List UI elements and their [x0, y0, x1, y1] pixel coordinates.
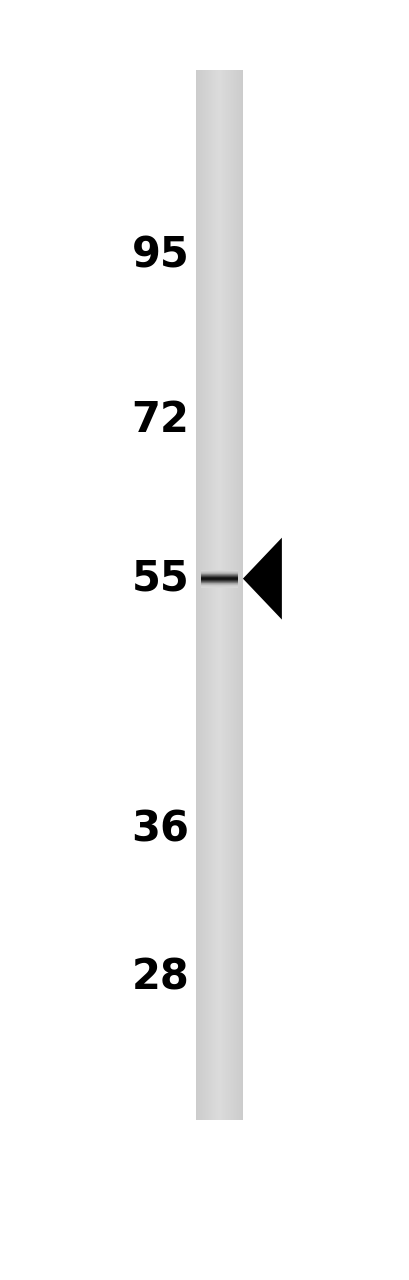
- Bar: [237, 70, 238, 1120]
- Bar: [207, 70, 208, 1120]
- Bar: [196, 70, 197, 1120]
- Text: 28: 28: [131, 956, 189, 998]
- Bar: [213, 70, 214, 1120]
- Bar: [200, 70, 201, 1120]
- Bar: [234, 70, 235, 1120]
- Bar: [216, 70, 217, 1120]
- Bar: [227, 70, 228, 1120]
- Bar: [219, 70, 220, 1120]
- Bar: [221, 70, 222, 1120]
- Bar: [204, 70, 205, 1120]
- Bar: [205, 70, 206, 1120]
- Bar: [228, 70, 229, 1120]
- Bar: [239, 70, 240, 1120]
- Text: 72: 72: [131, 398, 189, 440]
- Polygon shape: [242, 538, 281, 620]
- Bar: [198, 70, 199, 1120]
- Bar: [212, 70, 213, 1120]
- Bar: [220, 70, 221, 1120]
- Bar: [238, 70, 239, 1120]
- Bar: [236, 70, 237, 1120]
- Text: 95: 95: [132, 234, 189, 276]
- Bar: [225, 70, 226, 1120]
- Bar: [197, 70, 198, 1120]
- Bar: [202, 70, 203, 1120]
- Bar: [217, 70, 218, 1120]
- Bar: [199, 70, 200, 1120]
- Text: 55: 55: [132, 558, 189, 599]
- Bar: [235, 70, 236, 1120]
- Bar: [210, 70, 211, 1120]
- Bar: [232, 70, 233, 1120]
- Bar: [218, 70, 219, 1120]
- Bar: [203, 70, 204, 1120]
- Bar: [240, 70, 241, 1120]
- Bar: [208, 70, 209, 1120]
- Bar: [224, 70, 225, 1120]
- Bar: [209, 70, 210, 1120]
- Bar: [226, 70, 227, 1120]
- Bar: [223, 70, 224, 1120]
- Bar: [241, 70, 242, 1120]
- Bar: [230, 70, 231, 1120]
- Bar: [214, 70, 215, 1120]
- Bar: [233, 70, 234, 1120]
- Bar: [231, 70, 232, 1120]
- Bar: [211, 70, 212, 1120]
- Bar: [215, 70, 216, 1120]
- Bar: [222, 70, 223, 1120]
- Text: 36: 36: [131, 808, 189, 850]
- Bar: [229, 70, 230, 1120]
- Bar: [206, 70, 207, 1120]
- Bar: [201, 70, 202, 1120]
